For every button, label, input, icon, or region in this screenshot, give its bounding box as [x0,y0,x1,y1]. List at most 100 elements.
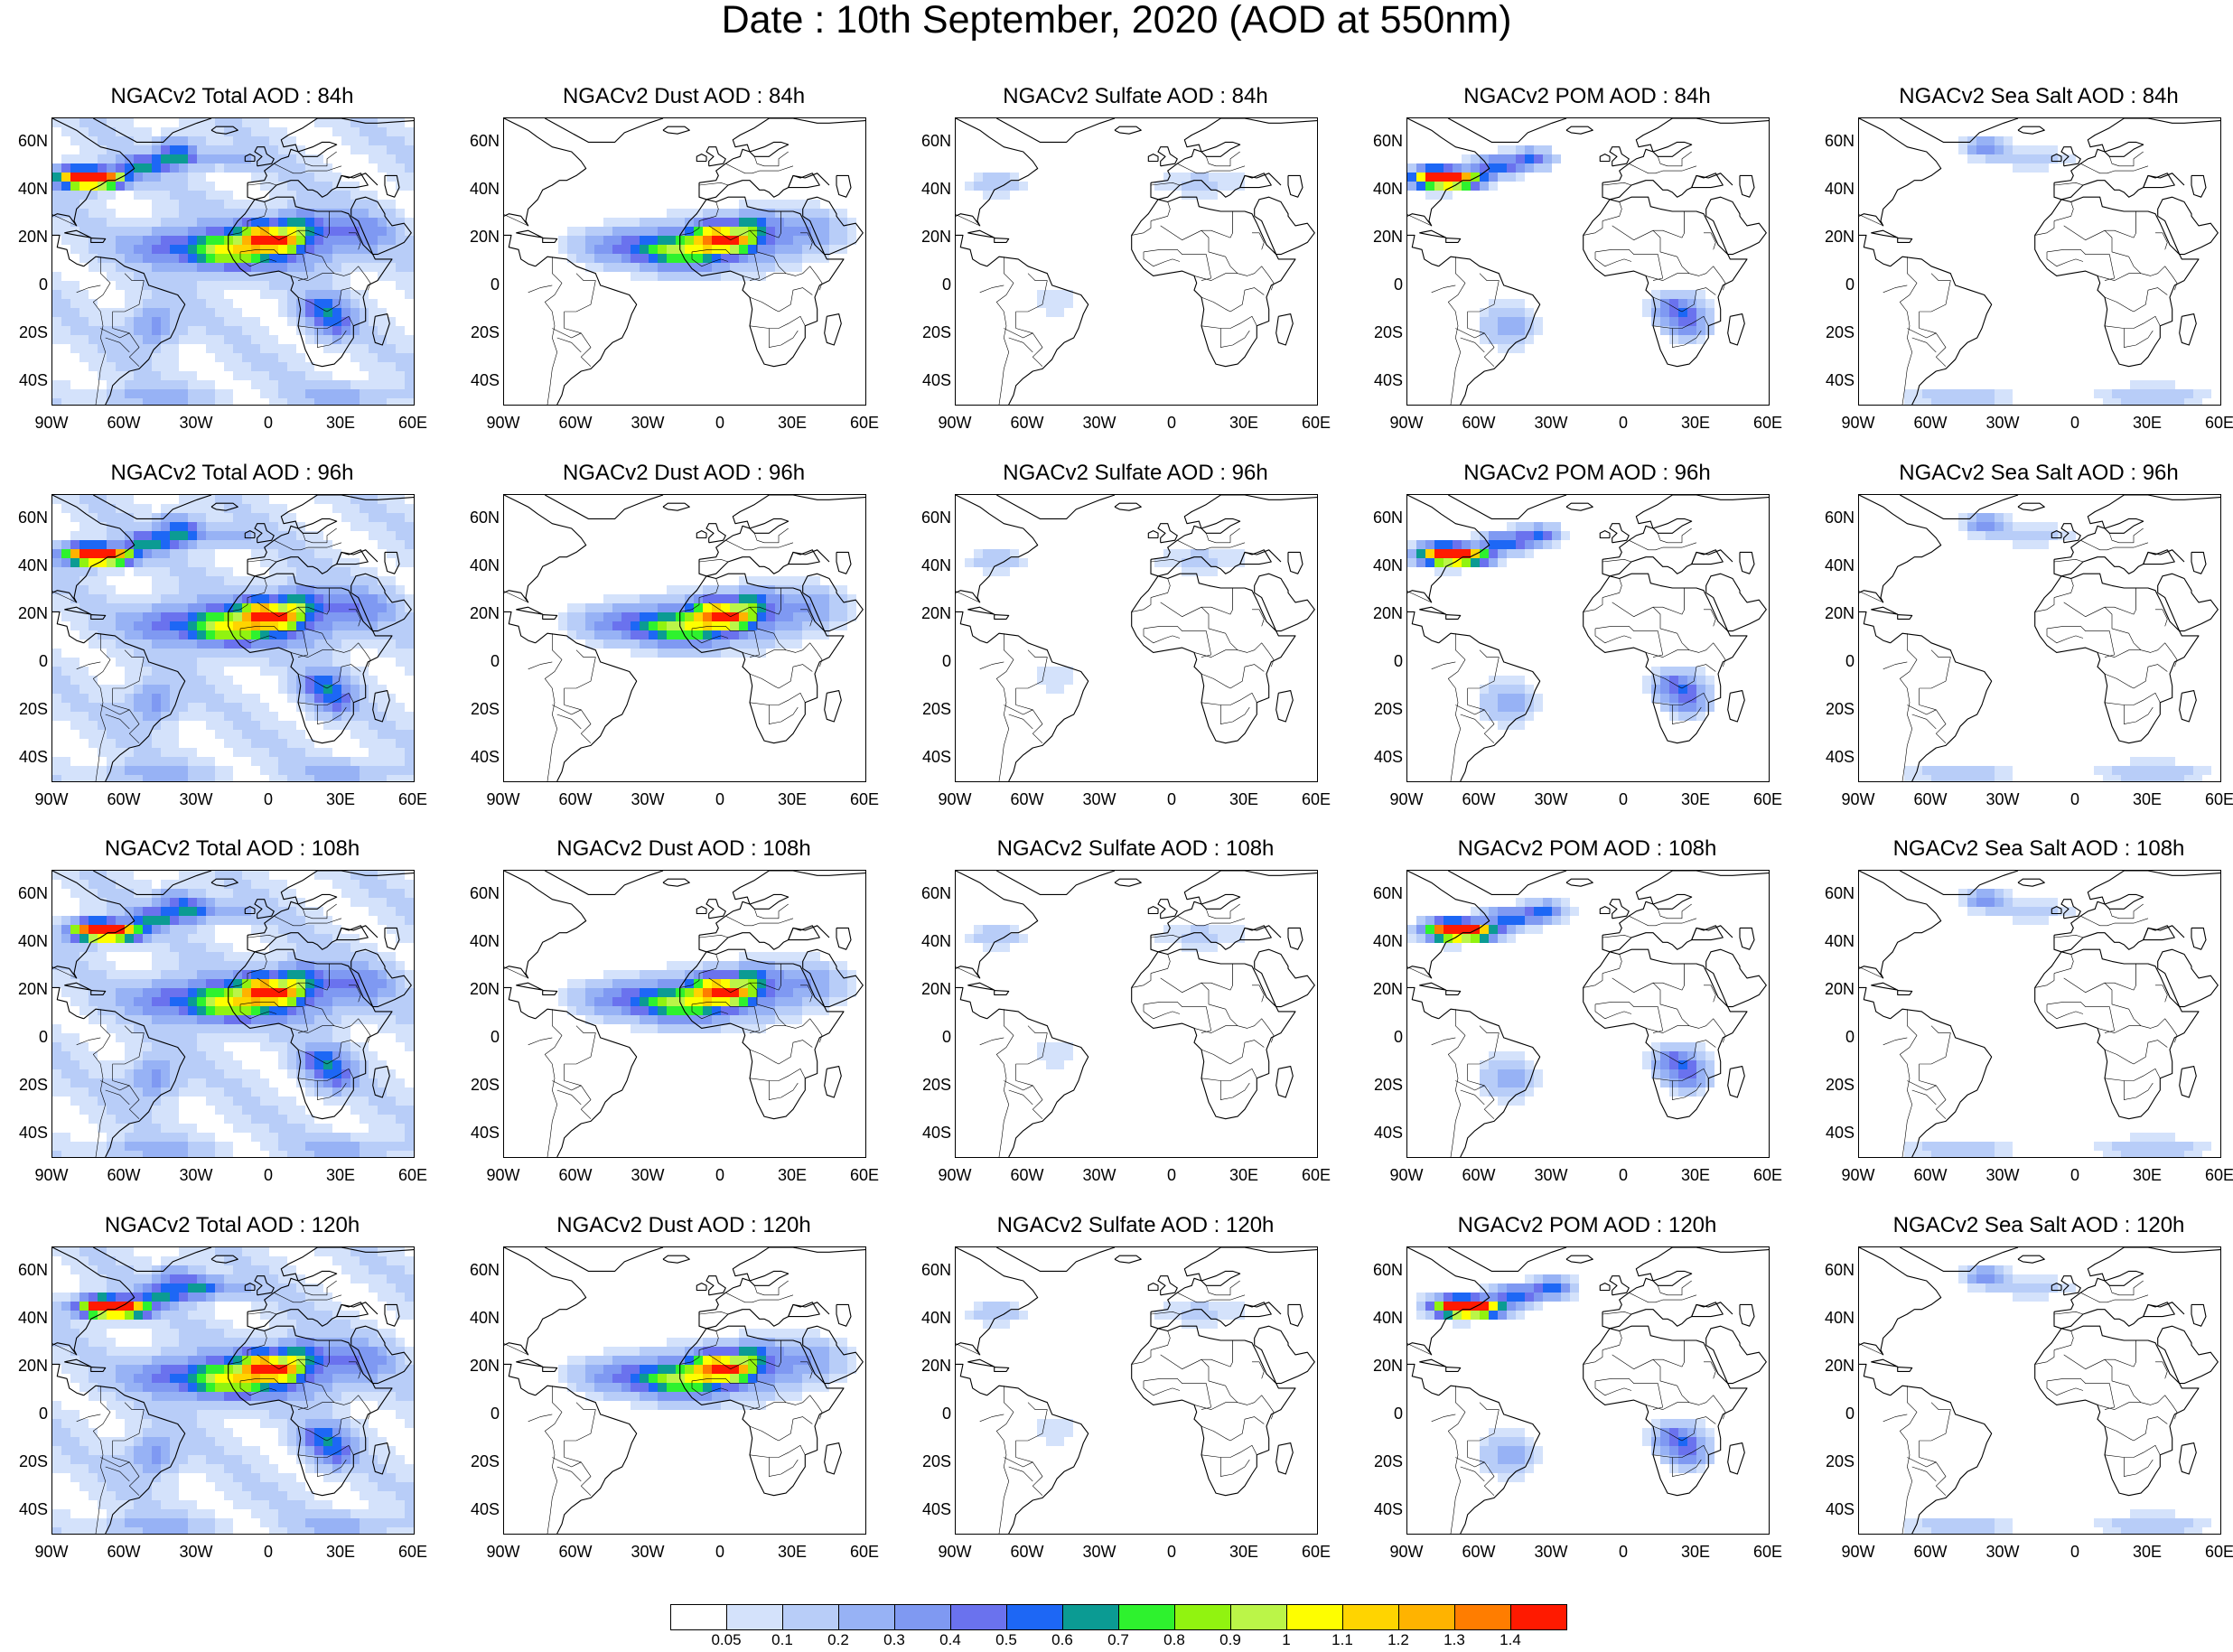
aod-cell [170,317,179,326]
aod-cell [1543,540,1552,549]
aod-cell [296,209,305,218]
aod-cell [332,1024,341,1033]
aod-cell [125,1115,134,1124]
aod-cell [52,290,61,299]
aod-cell [260,748,269,757]
aod-cell [134,1142,143,1151]
country-border [1652,287,1716,313]
country-border [247,559,277,563]
aod-cell [387,576,396,585]
aod-cell [269,353,278,362]
coastline [247,871,414,936]
aod-cell [314,1024,323,1033]
aod-cell [107,272,116,281]
coastline [2017,502,2045,511]
lat-tick-label: 40N [17,556,48,575]
aod-cell [269,209,278,218]
aod-cell [116,281,125,290]
aod-cell [89,163,98,173]
aod-cell [70,621,79,630]
aod-cell [251,344,260,353]
country-border [2104,693,2161,705]
lon-tick-label: 60E [849,790,880,808]
aod-cell [1507,163,1516,173]
country-border [544,633,563,781]
aod-cell [206,612,215,621]
aod-cell [784,200,793,209]
aod-cell [965,182,974,191]
aod-cell [260,1042,269,1051]
aod-cell [369,1106,378,1115]
aod-cell [649,1015,658,1024]
aod-cell [197,254,206,263]
aod-cell [98,603,107,612]
aod-cell [712,979,721,988]
aod-cell [730,585,739,594]
aod-cell [296,173,305,182]
aod-cell [296,182,305,191]
aod-cell [278,290,287,299]
aod-cell [757,649,766,658]
aod-cell [784,1006,793,1015]
aod-cell [170,585,179,594]
country-border [1008,714,1033,730]
aod-cell [378,317,387,326]
aod-cell [269,961,278,970]
aod-cell [188,1006,197,1015]
aod-cell [296,907,305,916]
aod-cell [305,576,314,585]
aod-cell [1525,712,1534,721]
aod-cell [152,649,161,658]
aod-cell [405,344,414,353]
aod-cell [396,227,405,236]
aod-cell [378,522,387,531]
aod-cell [98,1151,107,1157]
aod-cell [369,721,378,730]
aod-cell [233,371,242,380]
aod-cell [1507,549,1516,558]
aod-cell [341,988,350,997]
aod-cell [233,907,242,916]
aod-cell [640,639,649,649]
aod-cell [305,757,314,766]
aod-cell [1967,531,1976,540]
aod-cell [793,621,802,630]
aod-cell [1660,299,1669,308]
aod-cell [179,495,188,504]
aod-cell [98,748,107,757]
aod-cell [278,594,287,603]
aod-cell [1516,685,1525,694]
aod-cell [79,898,89,907]
aod-cell [332,766,341,775]
country-border [979,285,1004,294]
aod-cell [1416,558,1425,567]
aod-cell [1425,540,1434,549]
country-border [100,1080,130,1091]
aod-cell [170,889,179,898]
aod-cell [1507,344,1516,353]
aod-cell [802,594,811,603]
aod-cell [170,979,179,988]
aod-cell [323,209,332,218]
aod-cell [2130,757,2139,766]
aod-cell [387,871,396,880]
aod-cell [287,254,296,263]
aod-cell [143,326,152,335]
aod-cell [1191,173,1200,182]
coastline [52,234,84,267]
aod-cell [341,380,350,389]
aod-cell [79,236,89,245]
aod-cell [134,154,143,163]
aod-cell [694,630,703,639]
aod-cell [89,970,98,979]
aod-cell [396,1106,405,1115]
aod-cell [1498,173,1507,182]
aod-cell [161,1006,170,1015]
aod-cell [79,1042,89,1051]
aod-cell [703,997,712,1006]
lon-tick-label: 30E [2132,790,2163,808]
aod-cell [378,1115,387,1124]
aod-cell [278,272,287,281]
aod-cell [378,1124,387,1133]
aod-cell [170,1097,179,1106]
